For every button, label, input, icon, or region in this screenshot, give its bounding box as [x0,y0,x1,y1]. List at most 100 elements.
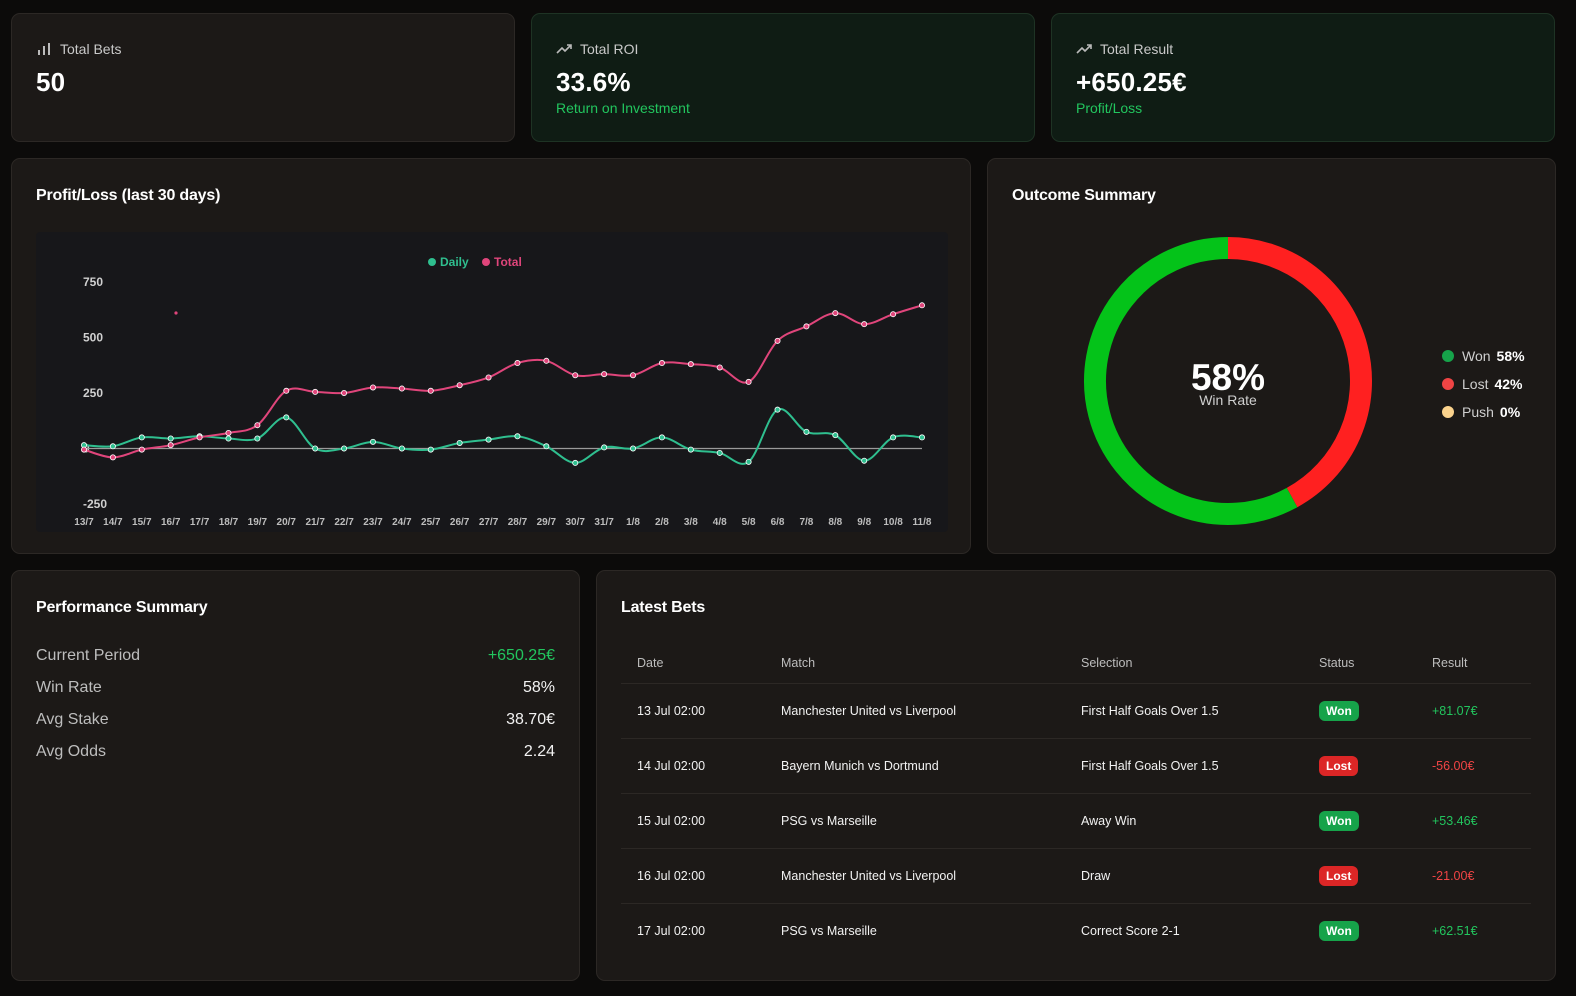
column-header-selection: Selection [1065,644,1303,684]
chart-area: 7505002500-25013/714/715/716/717/718/719… [36,232,948,532]
column-header-result: Result [1416,644,1531,684]
perf-row-avg-odds: Avg Odds 2.24 [36,743,555,761]
lost-dot-icon [1442,378,1454,390]
data-point [687,361,694,368]
x-tick-label: 9/8 [857,517,871,528]
data-point [196,434,203,441]
table-row[interactable]: 14 Jul 02:00 Bayern Munich vs Dortmund F… [621,738,1531,794]
x-tick-label: 16/7 [161,517,181,528]
x-tick-label: 28/7 [508,517,528,528]
bet-status-cell: Lost [1303,738,1416,794]
data-point [254,422,261,429]
data-point [861,457,868,464]
performance-summary-card: Performance Summary Current Period +650.… [11,570,580,981]
bet-match: Manchester United vs Liverpool [765,848,1065,904]
data-point [543,357,550,364]
data-point [630,445,637,452]
data-point [630,372,637,379]
data-point [832,432,839,439]
legend-item-push: Push 0% [1442,398,1525,426]
data-point [514,433,521,440]
bet-selection: Correct Score 2-1 [1081,923,1180,938]
status-badge: Lost [1319,755,1359,776]
bet-result: +81.07€ [1416,683,1531,739]
perf-name: Win Rate [36,679,102,696]
perf-name: Avg Odds [36,743,106,760]
y-tick-label: 750 [83,275,103,289]
data-point [745,378,752,385]
table-row[interactable]: 16 Jul 02:00 Manchester United vs Liverp… [621,848,1531,904]
x-tick-label: 2/8 [655,517,669,528]
data-point [803,323,810,330]
bet-selection: Away Win [1065,793,1303,849]
data-point [312,388,319,395]
table-header-row: Date Match Selection Status Result [621,644,1531,684]
legend-item-lost: Lost 42% [1442,370,1525,398]
series-daily [81,406,926,466]
outcome-title: Outcome Summary [1012,187,1156,204]
stat-card-total-bets: Total Bets 50 [11,13,515,142]
column-header-status: Status [1303,644,1416,684]
x-tick-label: 20/7 [277,517,297,528]
data-point [716,364,723,371]
data-point [167,442,174,449]
performance-title: Performance Summary [36,599,208,616]
bet-match: Manchester United vs Liverpool [765,683,1065,739]
bet-result: +62.51€ [1432,923,1478,938]
x-tick-label: 21/7 [305,517,325,528]
data-point [658,434,665,441]
x-tick-label: 4/8 [713,517,727,528]
data-point [427,387,434,394]
outcome-summary-card: Outcome Summary 58% Win Rate Won 58% Los… [987,158,1556,554]
bet-status-cell: Won [1303,683,1416,739]
stat-card-total-result: Total Result +650.25€ Profit/Loss [1051,13,1555,142]
status-badge: Won [1319,700,1359,721]
perf-value: +650.25€ [487,647,555,664]
data-point [341,389,348,396]
table-row[interactable]: 15 Jul 02:00 PSG vs Marseille Away Win W… [621,793,1531,849]
data-point [138,434,145,441]
data-point [254,435,261,442]
x-tick-label: 23/7 [363,517,383,528]
data-point [167,435,174,442]
chart-legend: Daily Total [428,255,522,269]
x-tick-label: 15/7 [132,517,152,528]
perf-name: Avg Stake [36,711,109,728]
data-point [774,406,781,413]
x-tick-label: 27/7 [479,517,499,528]
profit-loss-card: Profit/Loss (last 30 days) 7505002500-25… [11,158,971,554]
trending-up-icon [556,44,572,54]
perf-row-win-rate: Win Rate 58% [36,679,555,697]
data-point [572,372,579,379]
bet-status-cell: Won [1303,793,1416,849]
column-header-date: Date [621,644,765,684]
latest-bets-title: Latest Bets [621,599,706,616]
bet-result: -21.00€ [1416,848,1531,904]
data-point [109,443,116,450]
data-point [716,449,723,456]
data-point [427,446,434,453]
bet-result: +53.46€ [1416,793,1531,849]
bet-match: PSG vs Marseille [781,923,877,938]
push-dot-icon [1442,406,1454,418]
x-tick-label: 3/8 [684,517,698,528]
status-badge: Won [1319,810,1359,831]
data-point [572,459,579,466]
table-row[interactable]: 13 Jul 02:00 Manchester United vs Liverp… [621,683,1531,739]
stat-subtitle: Return on Investment [556,100,690,116]
data-point [919,302,926,309]
data-point [543,443,550,450]
column-header-match: Match [765,644,1065,684]
legend-value: 42% [1494,376,1523,392]
donut-segment-won [1084,237,1298,525]
data-point [312,445,319,452]
bet-result: -56.00€ [1416,738,1531,794]
data-point [485,436,492,443]
table-row[interactable]: 17 Jul 02:00 PSG vs Marseille Correct Sc… [621,903,1531,958]
win-rate-donut [1084,237,1372,525]
bet-selection: First Half Goals Over 1.5 [1065,738,1303,794]
stat-label: Total Result [1100,41,1174,57]
data-point [109,454,116,461]
profit-loss-chart: 7505002500-25013/714/715/716/717/718/719… [74,255,932,528]
data-point [81,446,88,453]
